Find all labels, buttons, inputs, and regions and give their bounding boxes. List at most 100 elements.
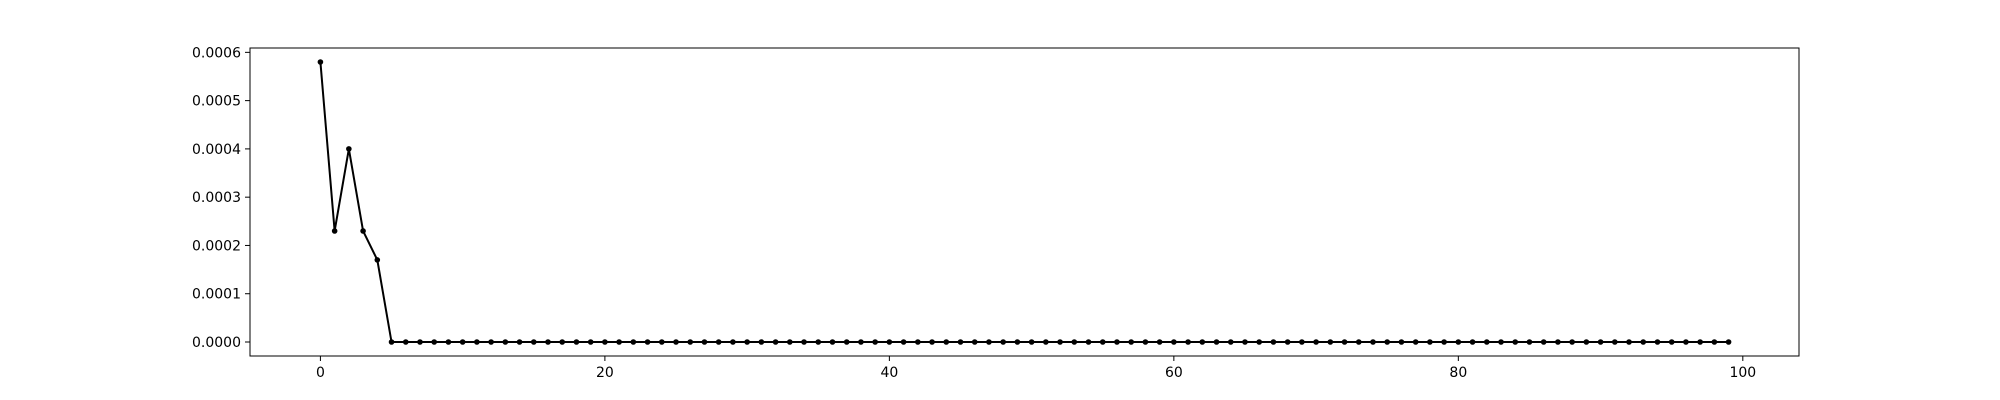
y-tick-label: 0.0001 [192,287,241,303]
data-point [602,339,608,345]
x-tick-label: 20 [596,365,614,381]
data-point [630,339,637,345]
data-point [1270,339,1277,345]
data-point [801,339,807,345]
plot-frame [249,47,1800,357]
data-point [1156,339,1163,345]
data-point [459,339,466,345]
data-point [545,339,551,345]
data-point [1355,339,1362,345]
data-point [829,339,836,345]
data-point [1455,339,1462,345]
data-point [673,339,679,345]
data-point [900,339,907,345]
data-point [1697,339,1703,345]
data-point [1611,339,1618,345]
data-point [1171,339,1177,345]
data-point [317,59,324,65]
data-point [331,228,338,234]
x-tick-label: 100 [1729,365,1756,381]
data-point [943,339,950,345]
data-point [1483,339,1490,345]
data-point [971,339,978,345]
data-point [1071,339,1078,345]
data-point [1725,339,1732,345]
y-axis: 0.0000 0.0001 0.0002 0.0003 0.0004 0.0005 0.00… [192,45,250,351]
data-point [1284,339,1291,345]
data-point [530,339,537,345]
data-point [417,339,423,345]
data-point [644,339,651,345]
data-point [1227,339,1234,345]
y-tick-label: 0.0005 [192,94,241,110]
y-tick-label: 0.0006 [192,45,241,61]
x-tick-label: 60 [1165,365,1183,381]
data-point [1668,339,1675,345]
y-tick-label: 0.0003 [192,190,241,206]
series-layer [317,59,1732,345]
data-point [360,228,366,234]
data-point [502,339,509,345]
x-tick-label: 40 [880,365,898,381]
data-point [431,339,438,345]
data-point [815,339,822,345]
data-point [715,339,722,345]
data-point [1341,339,1348,345]
data-point [687,339,694,345]
data-point [1469,339,1476,345]
data-point [1498,339,1504,345]
data-point [1057,339,1063,345]
data-point [1199,339,1206,345]
data-point [1128,339,1134,345]
data-point [915,339,921,345]
data-point [1569,339,1575,345]
data-point [986,339,992,345]
data-point [474,339,480,345]
plot-area [249,47,1800,357]
data-point [346,146,352,152]
data-point [1512,339,1519,345]
data-point [1654,339,1661,345]
data-point [744,339,750,345]
y-tick-label: 0.0002 [192,238,241,254]
data-point [1370,339,1376,345]
data-point [1256,339,1262,345]
data-point [587,339,594,345]
data-point [1242,339,1248,345]
data-point [730,339,736,345]
data-point [1583,339,1590,345]
data-point [1213,339,1220,345]
data-point [388,339,395,345]
data-point [772,339,779,345]
data-point [858,339,864,345]
data-point [1313,339,1319,345]
data-point [1142,339,1149,345]
data-point [559,339,566,345]
data-point [374,257,381,263]
x-axis: 0 20 40 60 80 100 [316,356,1756,381]
data-point [1640,339,1647,345]
data-point [1526,339,1533,345]
data-point [402,339,409,345]
data-point [1711,339,1718,345]
data-point [1114,339,1120,345]
data-point [1384,339,1391,345]
data-point [1185,339,1191,345]
series-line [319,61,1729,343]
data-point [616,339,622,345]
data-point [701,339,708,345]
data-point [1085,339,1092,345]
data-point [1327,339,1334,345]
data-point [1540,339,1547,345]
data-point [843,339,850,345]
data-point [1043,339,1049,345]
x-tick-label: 80 [1449,365,1467,381]
data-point [1626,339,1632,345]
x-tick-label: 0 [316,365,325,381]
data-point [658,339,665,345]
data-point [1412,339,1419,345]
data-point [886,339,893,345]
data-point [1683,339,1689,345]
